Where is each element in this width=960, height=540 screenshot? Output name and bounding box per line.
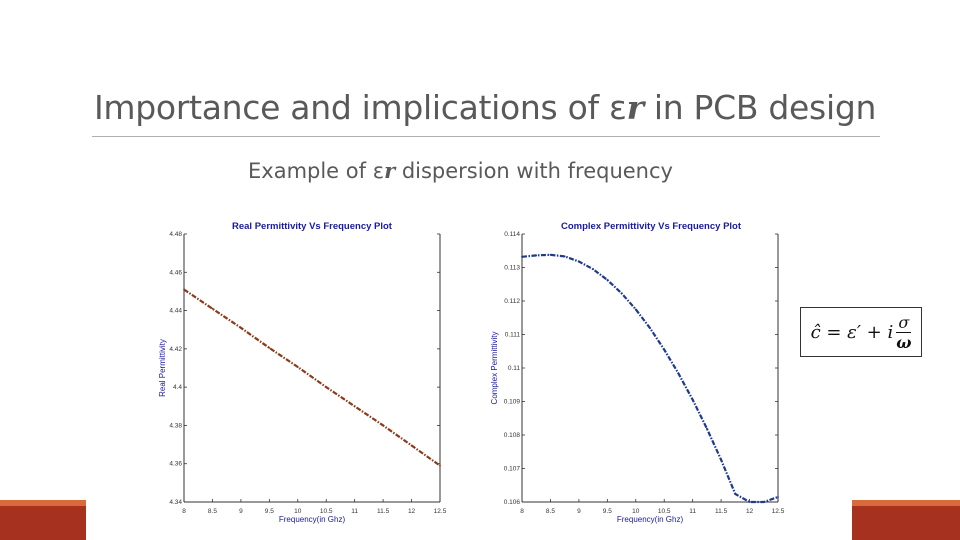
complex-x-axis-label: Frequency(in Ghz): [617, 515, 684, 524]
real-data-point: [296, 366, 299, 368]
complex-data-point: [606, 278, 609, 281]
real-y-tick-label: 4.48: [169, 231, 182, 238]
real-x-tick-label: 10: [294, 508, 302, 515]
real-x-tick-label: 9: [239, 508, 243, 515]
real-data-point: [382, 424, 385, 427]
real-y-tick-label: 4.42: [169, 346, 182, 353]
real-x-tick-label: 8: [182, 508, 186, 515]
complex-y-tick-label: 0.107: [504, 466, 521, 473]
real-data-point: [268, 347, 271, 349]
real-chart-title: Real Permittivity Vs Frequency Plot: [232, 221, 393, 232]
real-data-point: [325, 386, 328, 389]
complex-data-point: [734, 493, 737, 495]
complex-chart-title: Complex Permittivity Vs Frequency Plot: [561, 221, 742, 232]
complex-y-tick-label: 0.108: [504, 432, 521, 439]
real-x-tick-label: 12: [408, 508, 416, 515]
complex-x-tick-label: 8.5: [546, 508, 555, 515]
real-data-point: [183, 288, 185, 291]
complex-series-line: [521, 253, 779, 504]
complex-y-axis-label: Complex Permittivity: [490, 332, 499, 405]
complex-data-point: [777, 496, 779, 498]
complex-data-point: [535, 254, 538, 257]
complex-data-point: [748, 501, 751, 503]
permittivity-formula: ĉ = ε′ + i σ ω: [800, 307, 922, 357]
real-data-point: [239, 326, 242, 329]
complex-data-point: [762, 501, 765, 503]
real-x-tick-label: 9.5: [265, 508, 274, 515]
complex-y-tick-label: 0.114: [504, 231, 520, 238]
complex-x-tick-label: 11: [689, 508, 696, 515]
title-divider: [92, 136, 880, 137]
real-x-tick-label: 11.5: [377, 508, 390, 515]
real-x-axis-label: Frequency(in Ghz): [279, 515, 346, 524]
real-x-tick-label: 10.5: [320, 508, 333, 515]
complex-x-tick-label: 10: [632, 508, 640, 515]
formula-lhs: ĉ = ε′ + i: [810, 321, 894, 343]
real-series-line: [183, 288, 441, 467]
real-y-tick-label: 4.4: [173, 384, 182, 391]
real-data-point: [211, 307, 214, 310]
complex-data-point: [649, 327, 651, 330]
complex-data-point: [677, 372, 680, 375]
real-y-tick-label: 4.36: [169, 461, 182, 468]
complex-y-tick-label: 0.113: [504, 265, 520, 272]
real-data-point: [410, 444, 413, 447]
complex-x-tick-label: 12: [746, 508, 754, 515]
real-data-point: [353, 405, 356, 408]
complex-x-tick-label: 8: [520, 508, 524, 515]
formula-denominator: ω: [896, 332, 912, 352]
complex-x-tick-label: 12.5: [772, 508, 785, 515]
complex-x-tick-label: 11.5: [715, 508, 728, 515]
complex-data-point: [563, 255, 566, 258]
formula-fraction: σ ω: [896, 313, 911, 352]
complex-data-point: [691, 398, 694, 401]
complex-x-tick-label: 10.5: [658, 508, 671, 515]
slide-subtitle: Example of εr dispersion with frequency: [248, 158, 673, 183]
complex-y-tick-label: 0.109: [504, 399, 521, 406]
real-x-tick-label: 12.5: [434, 508, 447, 515]
real-y-tick-label: 4.44: [169, 308, 182, 315]
real-y-tick-label: 4.34: [169, 499, 182, 506]
complex-data-point: [705, 427, 708, 430]
real-data-point: [439, 464, 441, 467]
complex-data-point: [549, 253, 552, 256]
accent-bar-left: [0, 500, 86, 540]
complex-data-point: [663, 348, 666, 351]
complex-y-tick-label: 0.11: [508, 365, 521, 372]
slide-title: Importance and implications of εr in PCB…: [94, 88, 877, 127]
complex-data-point: [720, 458, 723, 461]
complex-data-point: [592, 268, 595, 271]
real-y-tick-label: 4.46: [169, 269, 182, 276]
complex-x-tick-label: 9.5: [603, 508, 612, 515]
complex-x-tick-label: 9: [577, 508, 581, 515]
complex-data-point: [634, 308, 637, 311]
real-x-tick-label: 8.5: [208, 508, 217, 515]
complex-y-tick-label: 0.112: [504, 298, 520, 305]
complex-data-point: [577, 260, 580, 263]
accent-bar-right: [852, 500, 960, 540]
complex-y-tick-label: 0.111: [505, 332, 521, 339]
formula-numerator: σ: [896, 312, 912, 333]
complex-y-tick-label: 0.106: [504, 499, 521, 506]
real-y-axis-label: Real Permittivity: [158, 339, 167, 397]
complex-data-point: [521, 255, 523, 258]
real-x-tick-label: 11: [351, 508, 358, 515]
real-y-tick-label: 4.38: [169, 422, 182, 429]
complex-data-point: [620, 292, 623, 295]
